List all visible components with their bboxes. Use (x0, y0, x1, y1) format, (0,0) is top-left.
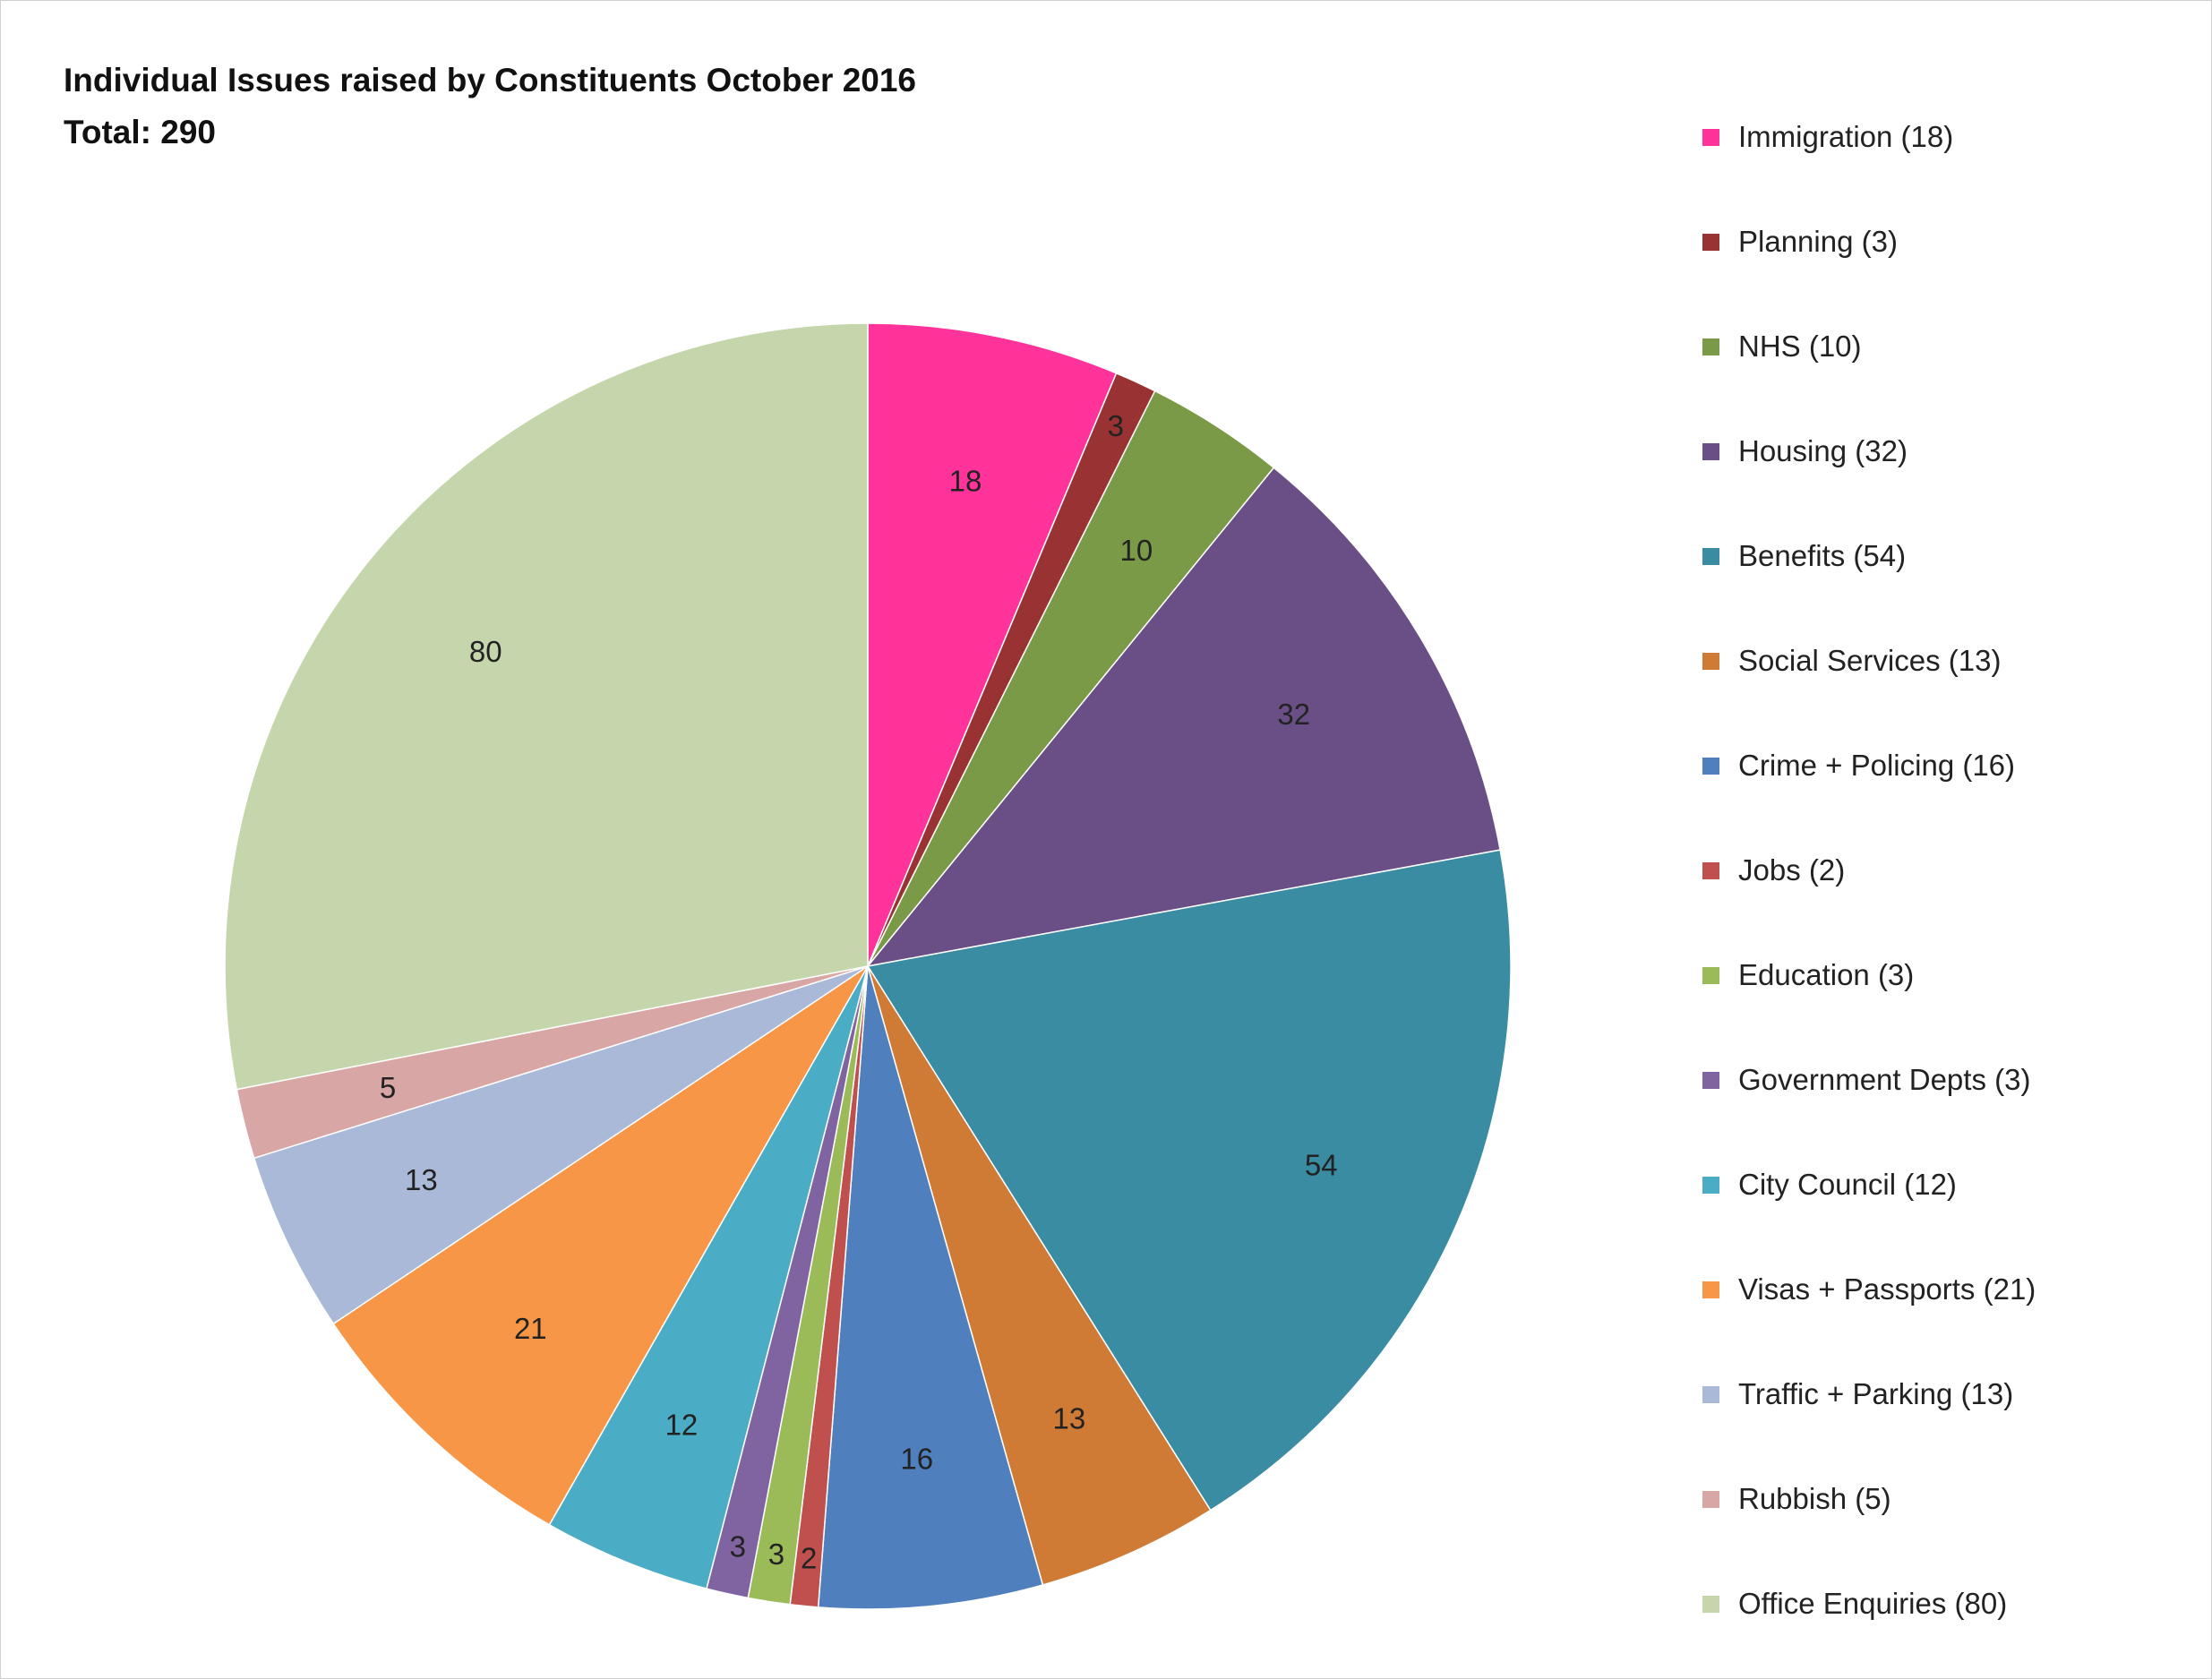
legend-swatch (1702, 1281, 1719, 1298)
data-label-crime-policing: 16 (900, 1443, 933, 1476)
legend-label: NHS (10) (1738, 330, 1862, 363)
data-label-jobs: 2 (801, 1541, 817, 1574)
legend-swatch (1702, 1491, 1719, 1508)
legend-swatch (1702, 1177, 1719, 1194)
pie-slice-city-council (548, 965, 869, 1589)
legend-label: City Council (12) (1738, 1168, 1957, 1201)
pie-slice-traffic-parking (253, 965, 869, 1325)
data-label-visas-passports: 21 (514, 1312, 547, 1345)
data-label-government-depts: 3 (730, 1530, 746, 1563)
data-label-social-services: 13 (1053, 1402, 1086, 1435)
pie-slice-social-services (867, 965, 1212, 1586)
legend-swatch (1702, 653, 1719, 670)
legend-label: Rubbish (5) (1738, 1482, 1891, 1515)
pie-slice-housing (866, 467, 1502, 968)
legend-swatch (1702, 443, 1719, 460)
data-label-housing: 32 (1277, 698, 1310, 731)
data-label-education: 3 (768, 1538, 784, 1571)
data-label-nhs: 10 (1119, 534, 1153, 567)
data-label-city-council: 12 (665, 1409, 699, 1442)
legend-label: Jobs (2) (1738, 853, 1846, 887)
legend-swatch (1702, 338, 1719, 356)
legend-label: Government Depts (3) (1738, 1063, 2031, 1096)
data-label-planning: 3 (1108, 409, 1124, 442)
legend-label: Planning (3) (1738, 225, 1898, 258)
legend-swatch (1702, 129, 1719, 146)
legend-label: Office Enquiries (80) (1738, 1587, 2008, 1620)
chart-subtitle: Total: 290 (64, 114, 216, 150)
legend-swatch (1702, 548, 1719, 565)
pie-slice-visas-passports (332, 965, 869, 1526)
legend-label: Housing (32) (1738, 434, 1908, 467)
data-label-traffic-parking: 13 (405, 1163, 438, 1196)
legend-label: Traffic + Parking (13) (1738, 1377, 2014, 1410)
legend-swatch (1702, 967, 1719, 984)
data-label-office-enquiries: 80 (469, 635, 502, 668)
pie-slice-immigration (867, 322, 1118, 967)
legend-label: Visas + Passports (21) (1738, 1272, 2036, 1306)
pie-slice-benefits (866, 849, 1512, 1512)
pie-slice-office-enquiries (224, 322, 869, 1091)
legend-swatch (1702, 1596, 1719, 1613)
chart-title: Individual Issues raised by Constituents… (64, 62, 917, 99)
data-label-immigration: 18 (949, 464, 982, 497)
legend-label: Education (3) (1738, 958, 1915, 991)
legend-swatch (1702, 862, 1719, 879)
data-label-benefits: 54 (1305, 1149, 1338, 1182)
data-label-rubbish: 5 (380, 1071, 396, 1104)
legend-label: Immigration (18) (1738, 120, 1954, 153)
pie-slice-crime-policing (817, 965, 1044, 1610)
legend-label: Social Services (13) (1738, 644, 2002, 677)
legend-swatch (1702, 758, 1719, 775)
legend-swatch (1702, 234, 1719, 251)
legend-swatch (1702, 1386, 1719, 1403)
legend-label: Crime + Policing (16) (1738, 749, 2016, 782)
legend-swatch (1702, 1072, 1719, 1089)
legend-label: Benefits (54) (1738, 539, 1907, 572)
